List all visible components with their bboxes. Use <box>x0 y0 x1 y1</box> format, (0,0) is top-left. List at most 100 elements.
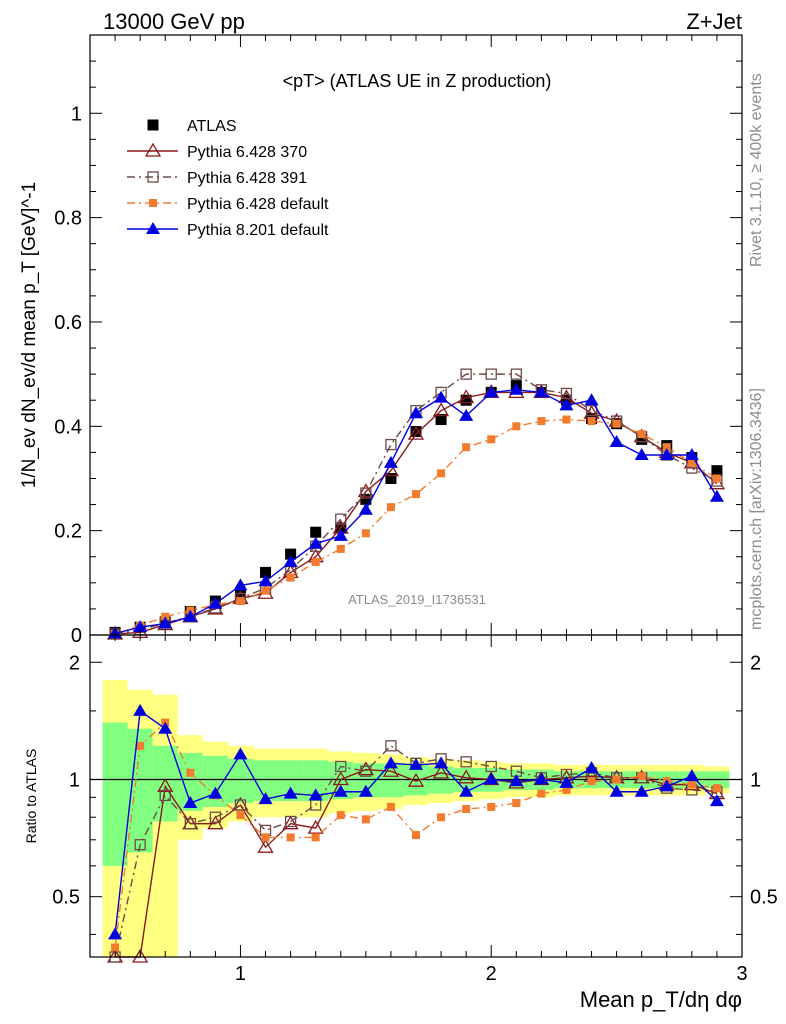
header-right: Z+Jet <box>686 9 742 34</box>
ratio-point-pythia-6-428-default <box>612 775 621 784</box>
main-point-pythia-6-428-default <box>662 443 671 452</box>
ratio-point-pythia-6-428-391 <box>460 756 472 768</box>
ratio-point-pythia-8-201-default <box>634 784 649 797</box>
ratio-point-pythia-8-201-default <box>509 774 524 787</box>
main-point-pythia-6-428-default <box>336 544 345 553</box>
main-point-pythia-6-428-391 <box>510 368 522 380</box>
ratio-point-pythia-8-201-default <box>233 747 248 760</box>
uncertainty-band-green <box>378 763 404 798</box>
ratio-point-pythia-8-201-default <box>183 796 198 809</box>
main-point-pythia-8-201-default <box>183 609 198 622</box>
legend: ATLAS Pythia 6.428 370 Pythia 6.428 391 Pyt… <box>127 118 329 239</box>
main-point-pythia-8-201-default <box>383 455 398 468</box>
ratio-point-pythia-8-201-default <box>434 756 449 769</box>
ratio-point-pythia-6-428-default <box>236 811 245 820</box>
main-point-atlas <box>711 465 723 477</box>
side-annotation-bottom: mcplots.cern.ch [arXiv:1306.3436] <box>748 388 765 630</box>
ratio-point-pythia-6-428-370 <box>332 771 349 786</box>
main-point-atlas <box>260 566 272 578</box>
ratio-point-pythia-6-428-370 <box>407 772 425 787</box>
main-point-pythia-8-201-default <box>409 406 423 419</box>
uncertainty-band-green <box>152 745 178 822</box>
ratio-point-pythia-6-428-370 <box>157 778 174 793</box>
legend-label-atlas: ATLAS <box>187 118 237 135</box>
ratio-point-pythia-8-201-default <box>584 761 599 774</box>
ratio-point-pythia-6-428-370 <box>458 769 475 784</box>
main-point-pythia-8-201-default <box>258 574 273 587</box>
main-point-pythia-6-428-default <box>311 557 320 566</box>
ratio-point-pythia-6-428-370 <box>357 761 374 776</box>
x-axis-label: Mean p_T/dη dφ <box>580 987 742 1012</box>
main-point-pythia-8-201-default <box>308 536 323 549</box>
ratio-point-pythia-6-428-default <box>562 785 571 794</box>
main-point-pythia-6-428-default <box>687 458 696 467</box>
ratio-y-tick-label-right: 2 <box>750 652 761 674</box>
main-point-pythia-6-428-default <box>637 430 646 439</box>
legend-marker-pythia-6-428-default <box>149 199 157 207</box>
main-point-pythia-6-428-391 <box>385 438 397 451</box>
main-point-pythia-6-428-391 <box>585 405 598 417</box>
main-point-pythia-6-428-370 <box>708 475 726 490</box>
ratio-point-pythia-6-428-default <box>437 813 446 822</box>
main-point-pythia-8-201-default <box>358 502 373 515</box>
ratio-y-tick-label-left: 0.5 <box>52 887 80 909</box>
ratio-point-pythia-6-428-default <box>286 833 295 842</box>
main-point-pythia-8-201-default <box>509 382 524 395</box>
main-point-pythia-6-428-370 <box>458 389 475 404</box>
ratio-point-pythia-6-428-370 <box>257 838 274 853</box>
side-annotation-top: Rivet 3.1.10, ≥ 400k events <box>748 73 765 267</box>
ratio-point-pythia-6-428-370 <box>282 815 299 830</box>
ratio-point-pythia-8-201-default <box>158 721 173 734</box>
ratio-point-pythia-6-428-391 <box>385 740 397 752</box>
main-point-pythia-6-428-default <box>587 417 596 426</box>
ratio-point-pythia-6-428-default <box>487 802 496 811</box>
x-tick-label: 1 <box>235 963 246 985</box>
ratio-point-pythia-6-428-391 <box>209 811 222 823</box>
ratio-point-pythia-8-201-default <box>358 784 373 797</box>
ratio-point-pythia-6-428-default <box>687 780 696 789</box>
uncertainty-band-green <box>102 722 128 866</box>
ratio-y-tick-label-right: 1 <box>750 769 761 791</box>
legend-label-pythia-8-201-default: Pythia 8.201 default <box>187 222 329 239</box>
ratio-point-pythia-6-428-default <box>587 777 596 786</box>
main-point-pythia-6-428-default <box>512 422 521 431</box>
ratio-point-pythia-6-428-391 <box>134 839 146 851</box>
legend-marker-pythia-6-428-391 <box>147 171 159 183</box>
ratio-point-pythia-6-428-391 <box>184 818 196 830</box>
main-point-atlas <box>636 433 648 445</box>
ratio-point-pythia-6-428-370 <box>132 948 149 963</box>
legend-marker-pythia-8-201-default <box>146 222 160 234</box>
legend-label-pythia-6-428-391: Pythia 6.428 391 <box>187 170 307 187</box>
ratio-point-pythia-6-428-default <box>537 789 546 798</box>
ratio-point-pythia-8-201-default <box>459 784 474 797</box>
x-tick-label: 2 <box>486 963 497 985</box>
uncertainty-band-green <box>227 758 253 804</box>
main-point-pythia-8-201-default <box>634 448 649 460</box>
ratio-point-pythia-6-428-default <box>462 804 471 813</box>
y-tick-label: 1 <box>71 103 82 125</box>
ratio-point-pythia-6-428-370 <box>382 762 400 777</box>
main-point-atlas <box>360 493 372 505</box>
main-point-atlas <box>460 394 472 406</box>
main-point-pythia-6-428-default <box>261 586 270 595</box>
main-point-pythia-6-428-391 <box>485 368 497 380</box>
main-point-pythia-6-428-default <box>236 597 245 606</box>
uncertainty-band-yellow <box>152 694 178 957</box>
main-point-pythia-8-201-default <box>158 616 173 629</box>
main-point-pythia-8-201-default <box>709 489 724 502</box>
main-point-pythia-8-201-default <box>609 434 624 447</box>
ratio-point-pythia-6-428-370 <box>432 764 450 779</box>
main-point-pythia-6-428-default <box>437 469 446 478</box>
ratio-point-pythia-6-428-default <box>336 811 345 820</box>
main-point-pythia-8-201-default <box>684 448 699 460</box>
ratio-point-pythia-8-201-default <box>684 769 699 782</box>
ratio-point-pythia-8-201-default <box>709 794 724 807</box>
ratio-point-pythia-6-428-default <box>111 943 120 952</box>
ratio-point-pythia-8-201-default <box>133 703 148 716</box>
main-point-pythia-8-201-default <box>208 596 223 609</box>
main-point-atlas <box>385 472 397 484</box>
ratio-point-pythia-6-428-391 <box>284 815 297 828</box>
main-point-pythia-8-201-default <box>459 408 474 421</box>
ratio-point-pythia-8-201-default <box>258 792 273 805</box>
ratio-point-pythia-8-201-default <box>409 757 423 770</box>
